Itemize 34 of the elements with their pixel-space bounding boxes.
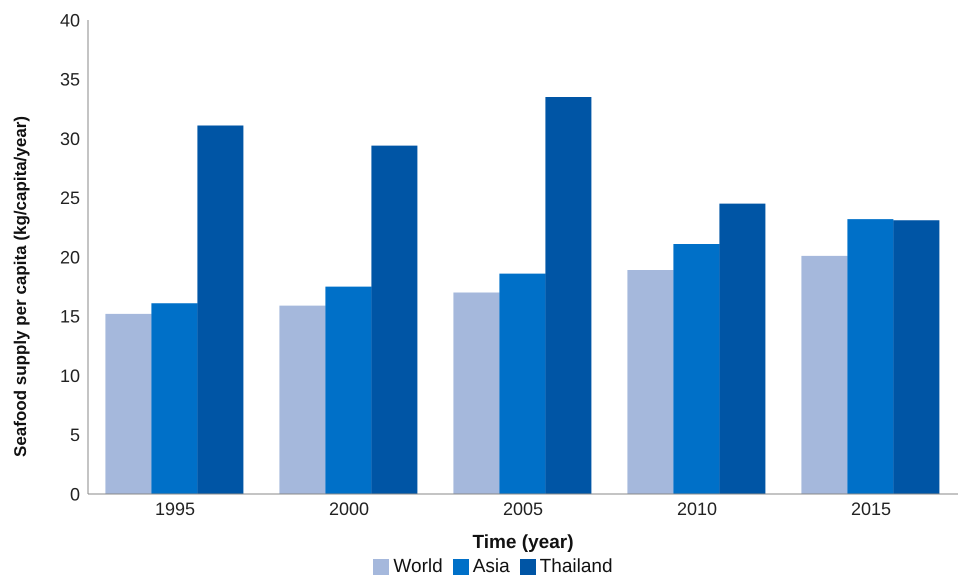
y-tick-label: 5 <box>70 425 80 446</box>
y-tick-label: 0 <box>70 484 80 504</box>
bar <box>893 220 940 494</box>
x-tick-label: 2005 <box>502 498 544 519</box>
y-tick-label: 25 <box>60 188 80 208</box>
bar <box>719 204 766 494</box>
bar <box>499 274 546 494</box>
bar <box>847 219 894 494</box>
y-tick-label: 15 <box>60 306 80 327</box>
bar <box>673 244 720 494</box>
x-tick-label: 2015 <box>850 498 892 519</box>
x-tick-label: 1995 <box>154 498 196 519</box>
y-tick-label: 35 <box>60 70 80 90</box>
legend-label: Thailand <box>540 556 613 577</box>
bar <box>627 270 674 494</box>
y-tick-label: 30 <box>60 128 80 149</box>
bar <box>453 292 500 494</box>
bar <box>545 97 592 494</box>
y-tick-label: 40 <box>60 10 80 30</box>
legend-label: World <box>393 556 443 577</box>
bar <box>151 303 198 494</box>
y-tick-label: 20 <box>60 247 80 268</box>
legend-label: Asia <box>472 556 510 577</box>
y-axis-title: Seafood supply per capita (kg/capita/year) <box>11 116 30 457</box>
x-tick-label: 2000 <box>328 498 370 519</box>
bar <box>279 306 326 494</box>
bar <box>197 125 244 494</box>
bar <box>371 146 418 494</box>
bar <box>801 256 848 494</box>
bar <box>105 314 152 494</box>
x-tick-label: 2010 <box>676 498 718 519</box>
y-tick-label: 10 <box>60 366 80 386</box>
x-axis-title: Time (year) <box>472 532 574 553</box>
bar <box>325 286 372 494</box>
